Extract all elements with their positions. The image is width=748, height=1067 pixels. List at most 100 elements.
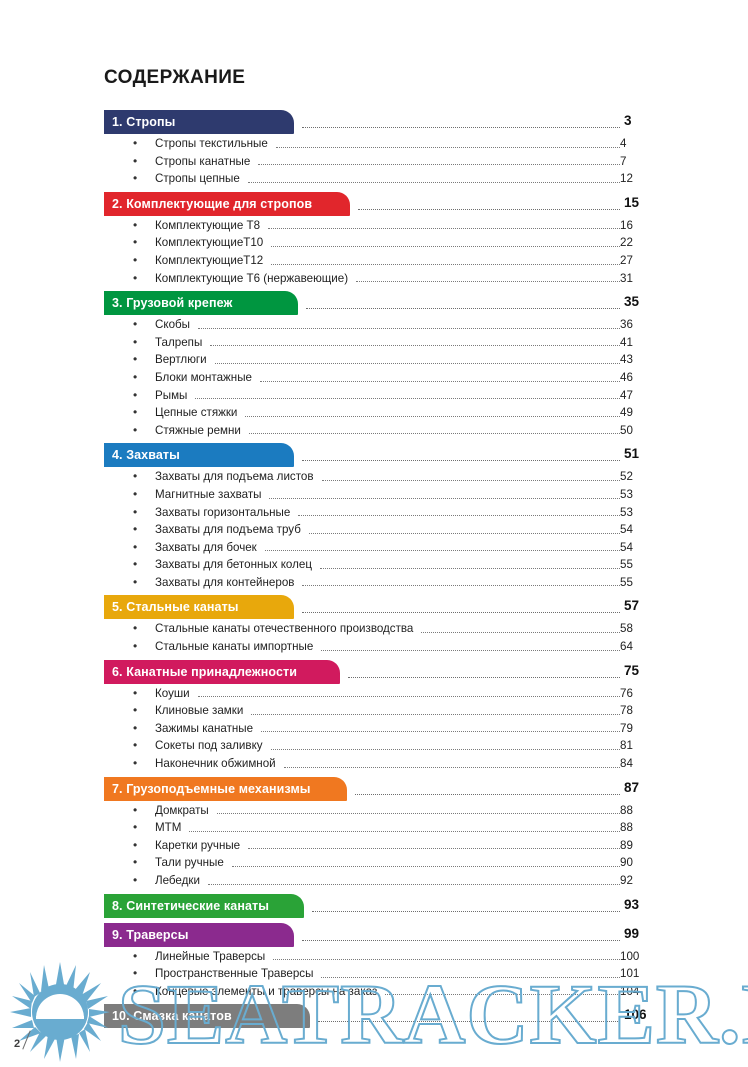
section-bar[interactable]: 2. Комплектующие для стропов <box>104 191 350 216</box>
bullet-icon: • <box>133 639 138 654</box>
toc-section-row[interactable]: 6. Канатные принадлежности 75 <box>104 659 650 684</box>
bullet-icon: • <box>133 685 138 700</box>
section-page-number: 93 <box>624 896 640 912</box>
toc-item-row[interactable]: • Клиновые замки 78 <box>104 702 650 720</box>
toc-item-row[interactable]: • Линейные Траверсы 100 <box>104 948 650 966</box>
section-bar[interactable]: 9. Траверсы <box>104 922 294 947</box>
toc-item-page-number: 46 <box>620 370 633 384</box>
section-bar[interactable]: 4. Захваты <box>104 443 294 468</box>
toc-item-row[interactable]: • Коуши 76 <box>104 685 650 703</box>
toc-item-row[interactable]: • Захваты для бетонных колец 55 <box>104 556 650 574</box>
toc-item-page-number: 58 <box>620 622 633 636</box>
toc-item-row[interactable]: • Захваты для контейнеров 55 <box>104 574 650 592</box>
toc-item-page-number: 55 <box>620 558 633 572</box>
toc-item-row[interactable]: • Рымы 47 <box>104 387 650 405</box>
leader-dots <box>302 126 620 128</box>
toc-item-row[interactable]: • Тали ручные 90 <box>104 854 650 872</box>
toc-section-row[interactable]: 7. Грузоподъемные механизмы 87 <box>104 776 650 801</box>
toc-item-page-number: 22 <box>620 236 633 250</box>
toc-section-row[interactable]: 5. Стальные канаты 57 <box>104 595 650 620</box>
toc-section-row[interactable]: 10. Смазка канатов 106 <box>104 1004 650 1029</box>
toc-item-row[interactable]: • Наконечник обжимной 84 <box>104 755 650 773</box>
toc-item-row[interactable]: • КомплектующиеТ12 27 <box>104 252 650 270</box>
bullet-icon: • <box>133 334 138 349</box>
toc-item-row[interactable]: • Комплектующие Т8 16 <box>104 217 650 235</box>
toc-item-row[interactable]: • Стропы канатные 7 <box>104 153 650 171</box>
toc-item-row[interactable]: • Цепные стяжки 49 <box>104 404 650 422</box>
toc-item-label: Сокеты под заливку <box>155 739 263 753</box>
toc-item-row[interactable]: • Захваты для бочек 54 <box>104 539 650 557</box>
toc-section-row[interactable]: 2. Комплектующие для стропов 15 <box>104 191 650 216</box>
toc-item-row[interactable]: • КомплектующиеТ10 22 <box>104 234 650 252</box>
leader-dots <box>260 380 620 382</box>
toc-item-row[interactable]: • Каретки ручные 89 <box>104 837 650 855</box>
leader-dots <box>269 497 620 499</box>
section-bar[interactable]: 1. Стропы <box>104 110 294 134</box>
toc-item-row[interactable]: • Талрепы 41 <box>104 334 650 352</box>
toc-item-page-number: 81 <box>620 739 633 753</box>
toc-item-row[interactable]: • Скобы 36 <box>104 316 650 334</box>
toc-item-row[interactable]: • Концевые элементы и траверсы на заказ 10… <box>104 983 650 1001</box>
toc-item-row[interactable]: • Пространственные Траверсы 101 <box>104 965 650 983</box>
section-bar[interactable]: 10. Смазка канатов <box>104 1004 310 1029</box>
leader-dots <box>356 280 620 283</box>
bullet-icon: • <box>133 270 138 285</box>
toc-item-row[interactable]: • Вертлюги 43 <box>104 351 650 369</box>
toc-item-label: Захваты горизонтальные <box>155 505 291 519</box>
leader-dots <box>348 676 620 678</box>
section-page-number: 106 <box>624 1007 647 1023</box>
toc-item-label: Стальные канаты отечественного производс… <box>155 622 414 636</box>
toc-item-row[interactable]: • Комплектующие Т6 (нержавеющие) 31 <box>104 270 650 288</box>
toc-section-row[interactable]: 3. Грузовой крепеж 35 <box>104 291 650 316</box>
leader-dots <box>271 245 620 247</box>
leader-dots <box>321 649 620 651</box>
toc-item-page-number: 78 <box>620 704 633 718</box>
toc-item-page-number: 54 <box>620 540 633 554</box>
toc-item-row[interactable]: • Стяжные ремни 50 <box>104 422 650 440</box>
toc-section-row[interactable]: 8. Синтетические канаты 93 <box>104 893 650 918</box>
section-bar[interactable]: 6. Канатные принадлежности <box>104 659 340 684</box>
bullet-icon: • <box>133 855 138 870</box>
section-title: 6. Канатные принадлежности <box>112 664 298 679</box>
toc-section-row[interactable]: 1. Стропы 3 <box>104 110 650 134</box>
toc-item-row[interactable]: • Лебедки 92 <box>104 872 650 890</box>
section-bar[interactable]: 7. Грузоподъемные механизмы <box>104 776 347 801</box>
bullet-icon: • <box>133 756 138 771</box>
bullet-icon: • <box>133 948 138 963</box>
toc-item-page-number: 12 <box>620 172 633 186</box>
toc-item-row[interactable]: • Домкраты 88 <box>104 802 650 820</box>
section-bar[interactable]: 8. Синтетические канаты <box>104 893 304 918</box>
toc-item-row[interactable]: • Захваты горизонтальные 53 <box>104 504 650 522</box>
toc-item-page-number: 79 <box>620 721 633 735</box>
toc-item-label: Блоки монтажные <box>155 370 252 384</box>
leader-dots <box>302 611 620 614</box>
section-title: 1. Стропы <box>112 115 176 129</box>
toc-section-row[interactable]: 9. Траверсы 99 <box>104 922 650 947</box>
toc-item-row[interactable]: • МТМ 88 <box>104 819 650 837</box>
toc-item-label: Стропы канатные <box>155 154 251 168</box>
toc-item-row[interactable]: • Стальные канаты отечественного производ… <box>104 620 650 638</box>
bullet-icon: • <box>133 557 138 572</box>
page-number-slash <box>22 1030 31 1050</box>
leader-dots <box>309 532 620 534</box>
toc-item-row[interactable]: • Стропы цепные 12 <box>104 170 650 188</box>
toc-item-page-number: 54 <box>620 523 633 537</box>
section-bar[interactable]: 5. Стальные канаты <box>104 595 294 620</box>
bullet-icon: • <box>133 802 138 817</box>
toc-item-row[interactable]: • Стропы текстильные 4 <box>104 135 650 153</box>
toc-item-label: Комплектующие Т8 <box>155 218 261 232</box>
section-page-number: 57 <box>624 598 640 614</box>
leader-dots <box>322 479 620 481</box>
toc-item-row[interactable]: • Захваты для подъема труб 54 <box>104 521 650 539</box>
toc-section-row[interactable]: 4. Захваты 51 <box>104 443 650 468</box>
toc-item-row[interactable]: • Блоки монтажные 46 <box>104 369 650 387</box>
toc-item-row[interactable]: • Стальные канаты импортные 64 <box>104 638 650 656</box>
leader-dots <box>198 327 620 329</box>
toc-item-row[interactable]: • Сокеты под заливку 81 <box>104 737 650 755</box>
toc-item-row[interactable]: • Зажимы канатные 79 <box>104 720 650 738</box>
toc-item-row[interactable]: • Магнитные захваты 53 <box>104 486 650 504</box>
toc-item-label: КомплектующиеТ10 <box>155 236 264 250</box>
section-bar[interactable]: 3. Грузовой крепеж <box>104 291 298 316</box>
toc-item-row[interactable]: • Захваты для подъема листов 52 <box>104 468 650 486</box>
section-page-number: 51 <box>624 446 640 462</box>
